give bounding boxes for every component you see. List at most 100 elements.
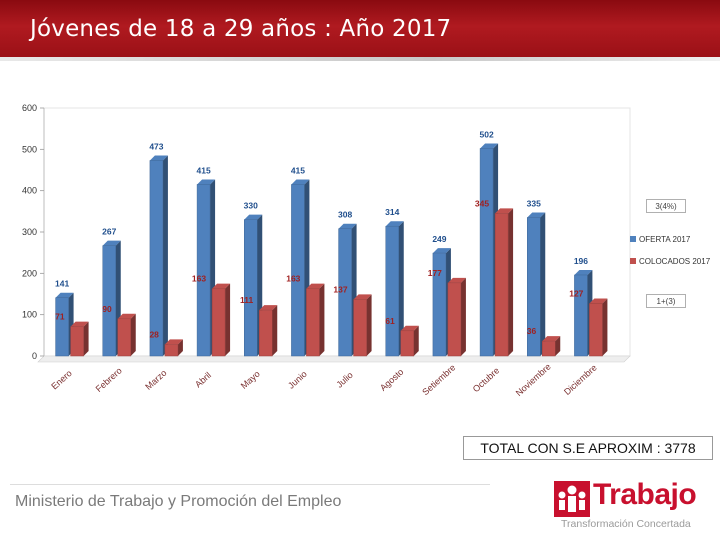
bar-top [117,313,136,319]
data-label: 111 [240,295,254,305]
data-label: 177 [428,268,442,278]
x-tick-label: Setiembre [420,362,457,397]
data-label: 249 [432,234,446,244]
colocados-bar-setiembre [447,282,462,357]
side-note-bottom: 1+(3) [646,294,686,308]
bar-side [555,336,561,356]
bar-side [398,221,404,356]
oferta-bar-abril [196,184,211,357]
oferta-bar-setiembre [432,252,447,357]
bar-top [102,240,121,246]
colocados-bar-agosto [400,330,414,357]
legend-swatch [630,236,636,242]
bar-top [385,221,404,227]
x-tick-label: Julio [334,370,354,390]
bar-top [480,143,499,149]
bar-side [177,339,183,356]
bar-side [366,294,372,356]
x-tick-label: Marzo [143,368,168,392]
ministry-name: Ministerio de Trabajo y Promoción del Em… [15,493,342,510]
oferta-bar-diciembre [574,274,588,357]
total-box: TOTAL CON S.E APROXIM : 3778 [463,436,713,460]
bar-side [602,298,608,356]
bar-top [244,214,263,220]
bar-top [212,283,231,289]
data-label: 137 [333,284,347,294]
bar-top [400,325,419,331]
data-label: 335 [527,199,541,209]
logo-title: Trabajo [593,478,697,511]
data-label: 127 [569,289,583,299]
data-label: 415 [196,165,210,175]
y-tick-label: 300 [22,227,37,237]
x-tick-label: Abril [193,370,213,389]
chart-area: 0 100 200 300 400 500 600 141 71 Enero 267 90 Febrer… [0,58,720,438]
bar-top [432,248,451,254]
data-label: 61 [385,316,395,326]
oferta-bar-marzo [149,160,164,357]
y-tick-label: 600 [22,103,37,113]
logo-subtitle: Transformación Concertada [561,518,691,530]
colocados-bar-marzo [164,344,179,357]
bar-top [527,212,546,218]
oferta-bar-octubre [479,148,494,357]
data-label: 415 [291,165,305,175]
bar-chart: 0 100 200 300 400 500 600 141 71 Enero 267 90 Febrer… [22,103,711,398]
bar-top [259,305,278,311]
x-tick-label: Agosto [378,367,406,393]
bar-top [291,179,310,185]
x-tick-label: Noviembre [514,361,553,398]
oferta-bar-agosto [385,225,399,357]
colocados-bar-abril [211,288,226,357]
colocados-bar-noviembre [542,340,556,357]
oferta-bar-julio [338,228,352,357]
trabajo-logo: Trabajo Transformación Concertada [553,478,713,534]
x-tick-label: Mayo [239,369,262,391]
data-label: 90 [102,304,112,314]
logo-people-icon [554,481,590,517]
colocados-bar-diciembre [589,303,603,357]
colocados-bar-julio [353,299,367,357]
colocados-bar-junio [306,288,320,357]
bar-top [149,155,168,161]
x-tick-label: Junio [286,369,309,391]
legend-label: OFERTA 2017 [639,235,691,244]
colocados-bar-octubre [494,213,509,357]
data-label: 502 [479,130,493,140]
x-tick-label: Febrero [94,366,124,395]
bar-top [574,269,593,275]
data-label: 196 [574,256,588,266]
x-tick-label: Octubre [471,365,501,394]
data-label: 345 [475,198,489,208]
bar-side [225,283,231,356]
y-tick-label: 100 [22,310,37,320]
bar-top [70,321,89,327]
bar-side [272,305,278,356]
bar-side [413,325,419,356]
data-label: 71 [55,312,65,322]
legend-swatch [630,258,636,264]
data-label: 330 [244,201,258,211]
bar-top [353,294,372,300]
side-note-top: 3(4%) [646,199,686,213]
legend-label: COLOCADOS 2017 [639,257,711,266]
bar-top [542,336,561,342]
data-label: 28 [149,329,159,339]
y-tick-label: 400 [22,186,37,196]
bar-side [540,212,546,356]
y-tick-label: 500 [22,144,37,154]
bar-side [460,277,466,356]
bar-top [197,179,216,185]
bar-top [306,283,325,289]
title-bar: Jóvenes de 18 a 29 años : Año 2017 [0,0,720,61]
data-label: 141 [55,279,69,289]
footer-divider [10,484,490,485]
bar-side [319,283,325,356]
data-label: 473 [149,141,163,151]
bar-side [508,208,514,356]
bar-side [162,155,168,356]
colocados-bar-enero [70,326,84,357]
x-tick-label: Diciembre [562,362,599,397]
data-label: 314 [385,207,399,217]
bar-top [447,277,466,283]
